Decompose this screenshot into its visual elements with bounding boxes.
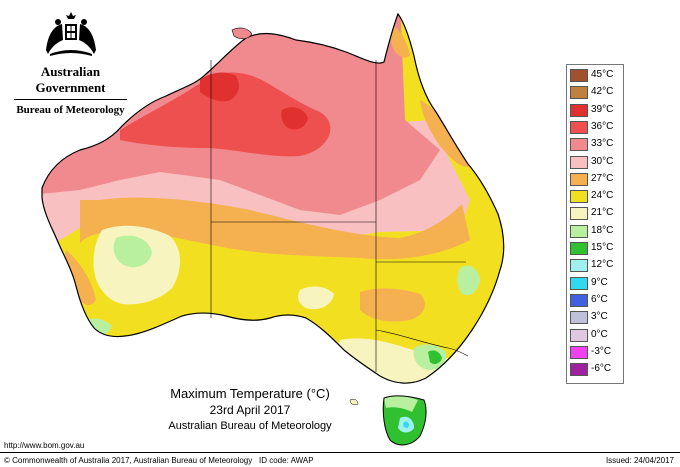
legend-label: 12°C — [591, 259, 614, 271]
legend-label: 0°C — [591, 328, 608, 340]
legend-swatch — [570, 120, 588, 134]
issued-date-text: Issued: 24/04/2017 — [605, 456, 674, 465]
legend-swatch — [570, 172, 588, 186]
legend-label: -6°C — [591, 363, 612, 375]
legend-label: 21°C — [591, 207, 614, 219]
legend-label: 15°C — [591, 242, 614, 253]
legend-label: 30°C — [591, 155, 614, 167]
legend-swatch — [570, 311, 588, 325]
government-label: Australian Government — [14, 64, 127, 100]
map-caption: Maximum Temperature (°C) 23rd April 2017… — [130, 386, 370, 432]
id-code-text: ID code: AWAP — [259, 456, 314, 465]
state-borders — [210, 60, 469, 372]
branding: Australian Government Bureau of Meteorol… — [8, 10, 133, 116]
mainland-outline — [41, 12, 505, 384]
bom-url-link[interactable]: http://www.bom.gov.au — [4, 441, 85, 450]
kangaroo-island — [349, 398, 359, 406]
legend-label: 39°C — [591, 103, 614, 115]
map-title: Maximum Temperature (°C) — [170, 386, 330, 401]
legend-label: -3°C — [591, 345, 612, 357]
legend-label: 42°C — [591, 86, 614, 98]
legend-label: 45°C — [591, 69, 614, 80]
coat-of-arms-icon — [45, 12, 96, 56]
legend-swatch — [570, 328, 588, 342]
legend-swatch — [570, 293, 588, 307]
legend-label: 36°C — [591, 120, 614, 132]
copyright-text: © Commonwealth of Australia 2017, Austra… — [4, 456, 253, 465]
map-source: Australian Bureau of Meteorology — [168, 420, 332, 432]
australia-temperature-map — [41, 12, 505, 446]
map-date: 23rd April 2017 — [209, 403, 291, 417]
legend-swatch — [570, 190, 588, 204]
legend-swatch — [570, 276, 588, 290]
legend-label: 24°C — [591, 190, 614, 202]
legend-swatch — [570, 242, 588, 255]
legend-swatch — [570, 259, 588, 273]
legend-label: 9°C — [591, 276, 608, 288]
legend-swatch — [570, 155, 588, 169]
legend-label: 6°C — [591, 293, 608, 305]
legend-swatch — [570, 86, 588, 100]
legend-label: 18°C — [591, 224, 614, 236]
temperature-legend: 45°C 42°C 39°C 36°C 33°C 30°C 27°C 24°C 21°C 18°C… — [566, 64, 624, 384]
bureau-label: Bureau of Meteorology — [16, 104, 125, 116]
legend-swatch — [570, 363, 588, 377]
legend-swatch — [570, 224, 588, 238]
legend-swatch — [570, 69, 588, 82]
tiwi-islands — [231, 27, 253, 40]
legend-label: 27°C — [591, 172, 614, 184]
legend-label: 3°C — [591, 311, 608, 323]
legend-label: 33°C — [591, 138, 614, 150]
legend-swatch — [570, 345, 588, 359]
legend-swatch — [570, 103, 588, 117]
legend-swatch — [570, 138, 588, 152]
footer-divider — [0, 452, 680, 453]
tasmania-outline — [382, 395, 427, 446]
legend-swatch — [570, 207, 588, 221]
